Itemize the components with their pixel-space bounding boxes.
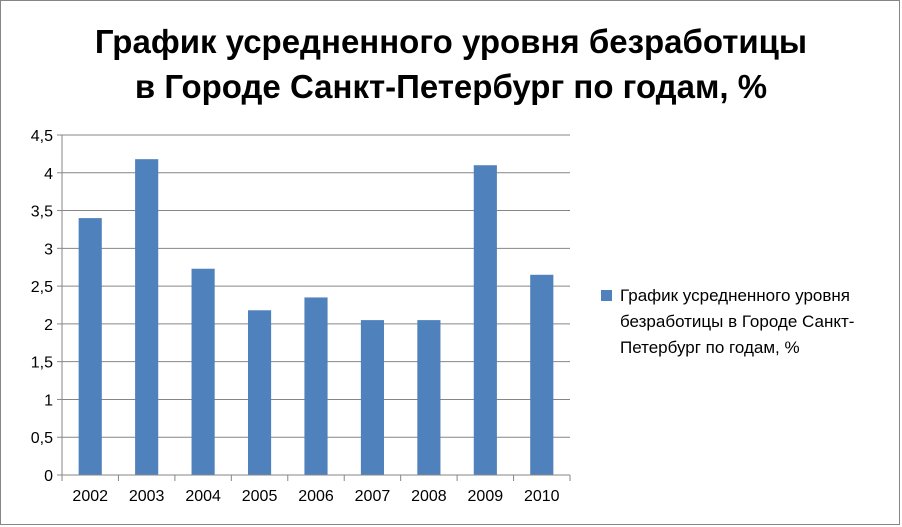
x-tick-label: 2003 bbox=[129, 488, 165, 505]
bar-2004 bbox=[191, 268, 215, 475]
y-tick-labels: 0 0,5 1 1,5 2 2,5 3 3,5 4 4,5 bbox=[31, 128, 53, 485]
x-tick-label: 2005 bbox=[242, 488, 278, 505]
legend-swatch bbox=[601, 290, 612, 301]
x-tick-labels: 2002 2003 2004 2005 2006 2007 2008 2009 2010 bbox=[72, 488, 559, 505]
y-tick-label: 1 bbox=[44, 392, 53, 409]
y-tick-label: 3,5 bbox=[31, 204, 53, 221]
y-tick-label: 0,5 bbox=[31, 430, 53, 447]
axes bbox=[57, 134, 571, 481]
x-tick-label: 2010 bbox=[524, 488, 560, 505]
bar-2002 bbox=[78, 218, 102, 475]
y-tick-label: 1,5 bbox=[31, 355, 53, 372]
y-tick-label: 2 bbox=[44, 317, 53, 334]
y-tick-label: 4 bbox=[44, 166, 53, 183]
chart-title-line-2: в Городе Санкт-Петербург по годам, % bbox=[134, 68, 768, 105]
bar-2010 bbox=[530, 274, 554, 475]
x-tick-label: 2009 bbox=[468, 488, 504, 505]
y-tick-label: 4,5 bbox=[31, 128, 53, 145]
y-tick-label: 2,5 bbox=[31, 279, 53, 296]
bar-2009 bbox=[473, 165, 497, 475]
legend-label: График усредненного уровня безработицы в… bbox=[620, 286, 855, 357]
x-tick-label: 2004 bbox=[185, 488, 221, 505]
x-tick-label: 2008 bbox=[411, 488, 447, 505]
legend: График усредненного уровня безработицы в… bbox=[601, 283, 891, 361]
chart-title-line-1: График усредненного уровня безработицы bbox=[94, 23, 808, 60]
bar-2005 bbox=[247, 310, 272, 475]
chart-title: График усредненного уровня безработицы в… bbox=[41, 19, 861, 109]
bar-2006 bbox=[304, 297, 328, 475]
x-tick-label: 2007 bbox=[355, 488, 391, 505]
bar-2007 bbox=[360, 320, 385, 475]
y-tick-label: 0 bbox=[44, 468, 53, 485]
bars bbox=[78, 159, 554, 475]
bar-2008 bbox=[417, 320, 441, 475]
x-tick-label: 2006 bbox=[298, 488, 334, 505]
bar-2003 bbox=[135, 159, 159, 475]
x-tick-label: 2002 bbox=[72, 488, 108, 505]
y-tick-label: 3 bbox=[44, 241, 53, 258]
